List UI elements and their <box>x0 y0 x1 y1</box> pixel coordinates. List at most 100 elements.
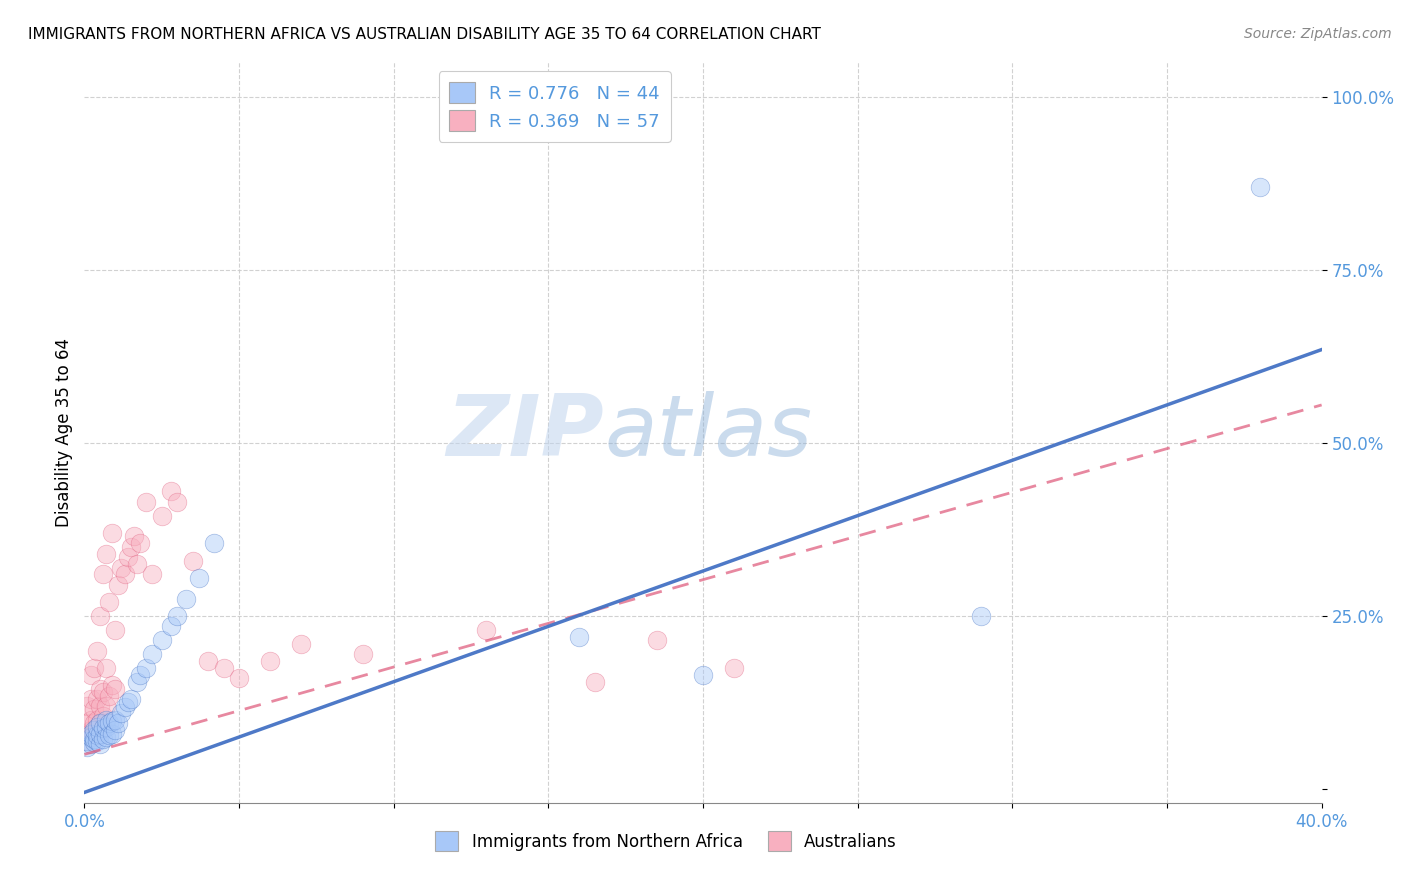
Point <box>107 716 129 731</box>
Point <box>692 667 714 681</box>
Point <box>79 726 101 740</box>
Point <box>83 723 105 738</box>
Point <box>91 685 114 699</box>
Point <box>114 567 136 582</box>
Point <box>101 726 124 740</box>
Point <box>76 726 98 740</box>
Point <box>86 723 108 738</box>
Point <box>94 720 117 734</box>
Text: IMMIGRANTS FROM NORTHERN AFRICA VS AUSTRALIAN DISABILITY AGE 35 TO 64 CORRELATIO: IMMIGRANTS FROM NORTHERN AFRICA VS AUSTR… <box>28 27 821 42</box>
Point <box>475 623 498 637</box>
Point <box>86 643 108 657</box>
Point <box>79 667 101 681</box>
Point <box>101 525 124 540</box>
Point <box>583 674 606 689</box>
Point <box>86 720 108 734</box>
Point <box>91 721 114 735</box>
Point <box>104 723 127 738</box>
Point <box>101 714 124 728</box>
Point <box>89 681 111 696</box>
Point <box>166 495 188 509</box>
Point <box>89 698 111 713</box>
Point <box>135 661 157 675</box>
Point <box>91 709 114 723</box>
Point <box>83 661 105 675</box>
Point <box>76 740 98 755</box>
Point <box>94 730 117 744</box>
Point <box>83 726 105 740</box>
Point <box>98 689 121 703</box>
Point <box>104 623 127 637</box>
Point <box>114 700 136 714</box>
Point <box>83 735 105 749</box>
Point <box>110 706 132 720</box>
Point <box>104 681 127 696</box>
Point <box>160 484 183 499</box>
Point <box>91 567 114 582</box>
Point <box>89 716 111 731</box>
Point <box>83 702 105 716</box>
Point <box>86 692 108 706</box>
Point <box>83 716 105 731</box>
Point <box>122 529 145 543</box>
Point <box>79 730 101 744</box>
Point <box>181 554 204 568</box>
Point <box>125 557 148 571</box>
Point <box>176 591 198 606</box>
Point <box>150 633 173 648</box>
Point <box>120 692 142 706</box>
Point <box>197 654 219 668</box>
Point <box>202 536 225 550</box>
Point <box>104 713 127 727</box>
Point <box>141 567 163 582</box>
Point <box>110 560 132 574</box>
Point <box>187 571 209 585</box>
Point <box>94 698 117 713</box>
Point <box>94 547 117 561</box>
Point <box>970 609 993 624</box>
Point <box>259 654 281 668</box>
Point <box>568 630 591 644</box>
Point <box>98 716 121 731</box>
Legend: Immigrants from Northern Africa, Australians: Immigrants from Northern Africa, Austral… <box>429 825 904 857</box>
Point <box>79 737 101 751</box>
Point <box>79 713 101 727</box>
Point <box>117 550 139 565</box>
Text: ZIP: ZIP <box>446 391 605 475</box>
Y-axis label: Disability Age 35 to 64: Disability Age 35 to 64 <box>55 338 73 527</box>
Point <box>76 733 98 747</box>
Point <box>79 723 101 738</box>
Point <box>89 716 111 731</box>
Point <box>86 733 108 747</box>
Point <box>89 609 111 624</box>
Point <box>86 713 108 727</box>
Point <box>120 540 142 554</box>
Point <box>212 661 235 675</box>
Point <box>125 674 148 689</box>
Text: Source: ZipAtlas.com: Source: ZipAtlas.com <box>1244 27 1392 41</box>
Point <box>1249 180 1271 194</box>
Point <box>76 698 98 713</box>
Point <box>101 678 124 692</box>
Point <box>98 728 121 742</box>
Point <box>723 661 745 675</box>
Point <box>98 595 121 609</box>
Point <box>290 637 312 651</box>
Point <box>79 692 101 706</box>
Point <box>89 737 111 751</box>
Point <box>150 508 173 523</box>
Point <box>117 696 139 710</box>
Point <box>141 647 163 661</box>
Point <box>129 667 152 681</box>
Point <box>129 536 152 550</box>
Point <box>76 733 98 747</box>
Point <box>94 661 117 675</box>
Point <box>94 713 117 727</box>
Point <box>645 633 668 648</box>
Point <box>166 609 188 624</box>
Point <box>76 716 98 731</box>
Point <box>89 726 111 740</box>
Point <box>107 578 129 592</box>
Point <box>79 730 101 744</box>
Point <box>352 647 374 661</box>
